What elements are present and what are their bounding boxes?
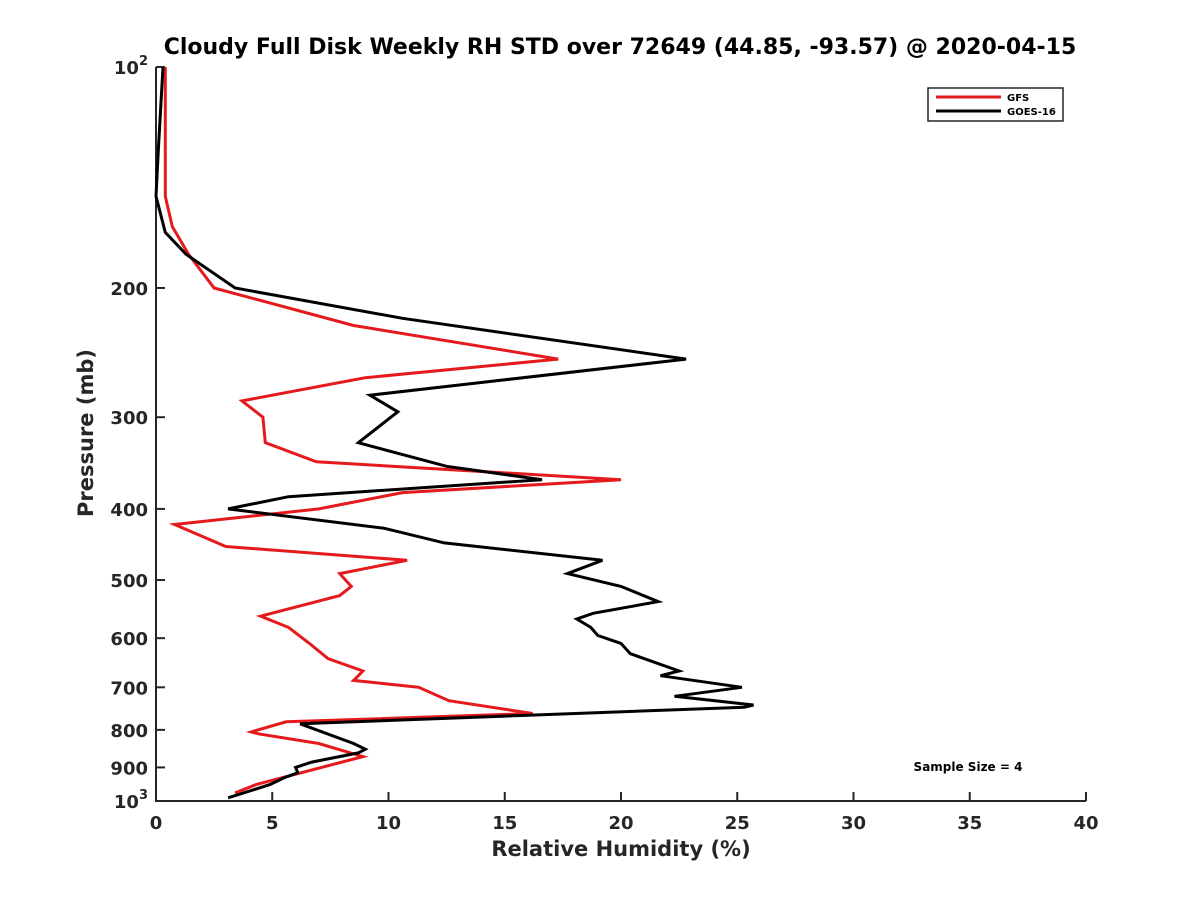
series-line-gfs xyxy=(163,67,622,795)
x-tick-label: 30 xyxy=(841,813,866,834)
axes xyxy=(155,67,1086,802)
y-tick-label: 400 xyxy=(110,500,148,521)
x-ticks: 0 5 10 15 20 25 30 35 40 xyxy=(150,792,1099,834)
x-tick-label: 10 xyxy=(376,813,401,834)
x-tick-label: 25 xyxy=(725,813,750,834)
y-tick-label: 102 xyxy=(114,54,148,79)
y-tick-label: 800 xyxy=(110,721,148,742)
y-tick-label: 700 xyxy=(110,678,148,699)
legend-label-goes16: GOES-16 xyxy=(1007,107,1056,118)
x-tick-label: 0 xyxy=(150,813,163,834)
y-axis-label: Pressure (mb) xyxy=(74,349,98,517)
y-tick-label: 200 xyxy=(110,279,148,300)
y-tick-label: 103 xyxy=(114,788,148,813)
sample-size-annotation: Sample Size = 4 xyxy=(914,760,1023,774)
y-tick-label: 600 xyxy=(110,629,148,650)
y-tick-label: 500 xyxy=(110,571,148,592)
y-tick-label: 300 xyxy=(110,408,148,429)
x-tick-label: 20 xyxy=(608,813,633,834)
legend: GFS GOES-16 xyxy=(927,87,1064,122)
series-line-goes16 xyxy=(154,66,754,800)
legend-label-gfs: GFS xyxy=(1007,93,1029,104)
series-layer xyxy=(154,66,754,800)
x-tick-label: 40 xyxy=(1073,813,1098,834)
x-tick-label: 35 xyxy=(957,813,982,834)
legend-box xyxy=(927,87,1064,122)
y-tick-label: 900 xyxy=(110,758,148,779)
x-tick-label: 15 xyxy=(492,813,517,834)
chart-title: Cloudy Full Disk Weekly RH STD over 7264… xyxy=(164,35,1077,60)
y-ticks: 102 200 300 400 500 600 700 800 900 103 xyxy=(110,54,165,813)
x-tick-label: 5 xyxy=(266,813,279,834)
x-axis-label: Relative Humidity (%) xyxy=(491,837,750,861)
